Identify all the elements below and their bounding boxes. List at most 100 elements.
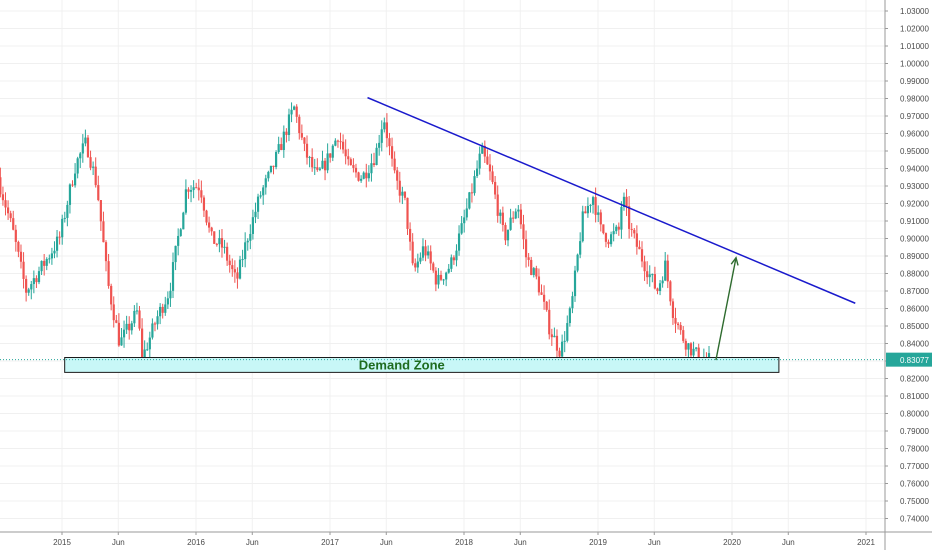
candle-body xyxy=(573,270,577,297)
candle-body xyxy=(486,156,489,165)
grid-lines xyxy=(0,0,885,532)
candle-body xyxy=(488,164,492,172)
candle-body xyxy=(81,143,84,154)
candle-body xyxy=(285,131,288,135)
candle-body xyxy=(331,145,334,158)
candle-body xyxy=(177,235,180,246)
candle-body xyxy=(385,122,388,139)
candle-body xyxy=(68,184,72,205)
candle-body xyxy=(695,347,698,349)
candle-body xyxy=(254,211,257,218)
candle-body xyxy=(125,323,128,330)
candle-body xyxy=(231,265,234,270)
candle-body xyxy=(666,260,669,282)
candle-body xyxy=(313,167,316,169)
candle-body xyxy=(473,176,476,194)
candle-body xyxy=(571,296,574,309)
candle-body xyxy=(205,210,208,223)
y-tick-label: 0.82000 xyxy=(900,375,929,384)
candle-body xyxy=(478,153,481,169)
candle-body xyxy=(282,131,285,151)
candle-body xyxy=(215,243,218,245)
candle-body xyxy=(519,209,522,225)
candle-body xyxy=(226,246,229,261)
y-tick-label: 0.85000 xyxy=(900,322,929,331)
candle-body xyxy=(602,224,605,234)
y-tick-label: 0.98000 xyxy=(900,95,929,104)
candle-body xyxy=(396,170,399,181)
last-price-label: 0.83077 xyxy=(900,356,929,365)
candle-body xyxy=(12,218,15,230)
candle-body xyxy=(447,268,450,273)
candle-body xyxy=(97,185,100,201)
projection-arrow-shaft xyxy=(715,257,737,361)
demand-zone-label: Demand Zone xyxy=(359,357,445,372)
candle-body xyxy=(161,306,164,313)
y-tick-label: 0.77000 xyxy=(900,462,929,471)
candle-body xyxy=(424,246,427,256)
candle-body xyxy=(249,233,252,241)
candle-body xyxy=(617,226,620,230)
candle-body xyxy=(339,141,342,143)
candle-body xyxy=(43,260,46,266)
candle-body xyxy=(455,250,458,261)
y-tick-label: 0.99000 xyxy=(900,77,929,86)
candle-body xyxy=(251,217,254,234)
last-price-badge xyxy=(886,352,932,367)
candle-body xyxy=(620,206,623,230)
candle-body xyxy=(357,172,360,181)
candle-body xyxy=(586,205,589,214)
candle-body xyxy=(380,129,383,143)
candle-body xyxy=(367,173,370,179)
candle-body xyxy=(344,149,347,157)
x-tick-label: 2018 xyxy=(455,538,473,547)
candle-body xyxy=(55,236,59,251)
candle-body xyxy=(179,229,182,236)
candle-body xyxy=(664,260,667,281)
candle-body xyxy=(280,144,283,151)
candle-body xyxy=(246,240,249,243)
x-tick-label: Jun xyxy=(648,538,661,547)
projection-arrow-head xyxy=(730,256,739,266)
candle-body xyxy=(17,241,20,252)
candle-body xyxy=(398,180,401,196)
y-tick-label: 1.01000 xyxy=(900,42,929,51)
candle-body xyxy=(259,195,262,197)
x-tick-label: 2017 xyxy=(321,538,339,547)
candle-body xyxy=(460,223,463,234)
candle-body xyxy=(48,258,51,260)
y-tick-label: 0.97000 xyxy=(900,112,929,121)
candle-body xyxy=(579,241,582,255)
candle-body xyxy=(25,278,28,293)
candle-body xyxy=(375,147,378,165)
candle-body xyxy=(220,238,224,248)
candle-body xyxy=(434,270,437,285)
candle-body xyxy=(362,172,365,179)
candle-body xyxy=(622,196,626,207)
candle-body xyxy=(120,337,123,346)
candle-body xyxy=(354,167,358,173)
candle-body xyxy=(661,280,664,284)
candle-body xyxy=(122,329,126,338)
candle-body xyxy=(40,260,43,272)
candle-body xyxy=(535,268,538,277)
x-tick-label: Jun xyxy=(380,538,393,547)
candle-body xyxy=(684,340,687,350)
candle-body xyxy=(27,289,30,293)
candle-body xyxy=(115,320,118,323)
candle-body xyxy=(630,228,633,230)
candle-body xyxy=(269,165,273,172)
candle-body xyxy=(76,158,79,174)
candle-body xyxy=(501,212,504,226)
candle-body xyxy=(102,221,105,243)
candle-body xyxy=(517,209,520,212)
x-tick-label: 2019 xyxy=(589,538,607,547)
candle-body xyxy=(419,257,422,262)
candle-body xyxy=(94,166,97,186)
y-tick-label: 0.84000 xyxy=(900,340,929,349)
candle-body xyxy=(256,196,260,212)
candle-body xyxy=(63,217,66,219)
candle-body xyxy=(89,157,92,168)
candle-body xyxy=(22,261,25,279)
